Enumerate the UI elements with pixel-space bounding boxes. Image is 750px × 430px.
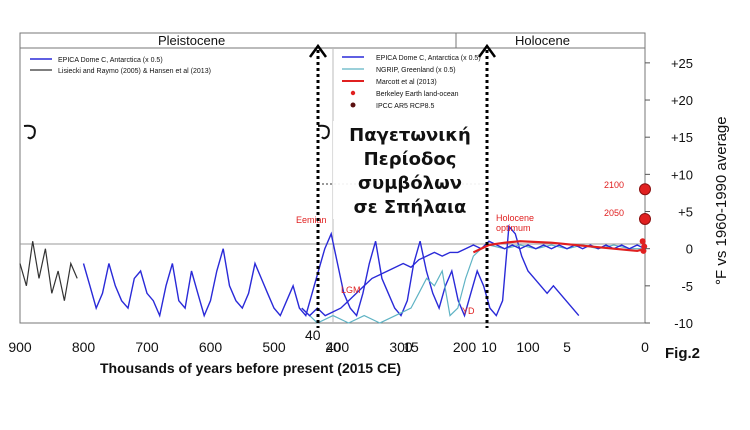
overlay-text-box bbox=[333, 121, 485, 219]
legend-right-dot-4 bbox=[350, 102, 356, 108]
x-tick-label: 300 bbox=[389, 339, 413, 355]
x-tick-label: 400 bbox=[326, 339, 350, 355]
era-label-holocene: Holocene bbox=[515, 33, 570, 48]
x-tick-label: 500 bbox=[262, 339, 286, 355]
y-tick-label: -5 bbox=[681, 279, 693, 294]
annotation-lgm: LGM bbox=[341, 285, 361, 295]
annotation-holocene-optimum: Holocene optimum bbox=[496, 213, 537, 233]
series-left-black bbox=[19, 241, 78, 301]
arrowhead-right bbox=[477, 43, 497, 58]
legend-right-dot-3 bbox=[350, 90, 356, 96]
annotation-yd: YD bbox=[462, 306, 475, 316]
x-tick-label: 900 bbox=[8, 339, 32, 355]
brace-mark-center bbox=[317, 124, 330, 140]
figure-label: Fig.2 bbox=[665, 345, 700, 362]
brace-mark-left bbox=[23, 124, 36, 140]
x-tick-label: 0 bbox=[641, 339, 649, 355]
x-tick-label: 5 bbox=[563, 339, 571, 355]
berkeley-points bbox=[639, 238, 648, 254]
x-axis-label: Thousands of years before present (2015 … bbox=[100, 360, 401, 376]
x-tick-label: 100 bbox=[516, 339, 540, 355]
berkeley-point bbox=[641, 243, 648, 250]
series-right-red bbox=[472, 240, 646, 254]
ipcc-label-2100: 2100 bbox=[604, 180, 624, 190]
legend-right-label-2: Marcott et al (2013) bbox=[376, 79, 437, 86]
ipcc-point bbox=[639, 183, 651, 196]
legend-left-label-1: Lisiecki and Raymo (2005) & Hansen et al… bbox=[58, 68, 211, 75]
x-tick-label: 800 bbox=[72, 339, 96, 355]
y-tick-label: +15 bbox=[671, 130, 693, 145]
y-tick-label: 0 bbox=[686, 242, 693, 257]
dotted-arrow-left bbox=[308, 43, 328, 328]
ipcc-points bbox=[639, 183, 651, 225]
tick-40: 40 bbox=[305, 327, 321, 343]
legend-right-label-3: Berkeley Earth land-ocean bbox=[376, 91, 459, 98]
annotation-holocene-word: Holocene bbox=[496, 213, 534, 223]
x-tick-label: 600 bbox=[199, 339, 223, 355]
annotation-optimum-word: optimum bbox=[496, 223, 531, 233]
x-ticks-right: 20 15 10 5 0 bbox=[325, 339, 649, 355]
x-tick-label: 20 bbox=[325, 339, 341, 355]
series-left-blue bbox=[82, 224, 580, 318]
legend-right-label-4: IPCC AR5 RCP8.5 bbox=[376, 103, 434, 110]
overlay-line-3: συμβόλων bbox=[358, 173, 462, 194]
legend-right-label-0: EPICA Dome C, Antarctica (x 0.5) bbox=[376, 55, 481, 62]
dotted-arrow-right bbox=[477, 43, 497, 328]
series-right-teal bbox=[301, 244, 645, 324]
y-tick-label: +25 bbox=[671, 56, 693, 71]
legend-right: EPICA Dome C, Antarctica (x 0.5) NGRIP, … bbox=[342, 55, 481, 110]
overlay-line-1: Παγετωνική bbox=[349, 125, 471, 146]
x-tick-label: 700 bbox=[135, 339, 159, 355]
overlay-line-2: Περίοδος bbox=[364, 149, 457, 170]
y-axis-label: °F vs 1960-1990 average bbox=[713, 116, 730, 285]
berkeley-point bbox=[639, 238, 646, 245]
y-tick-label: -10 bbox=[674, 316, 693, 331]
legend-right-label-1: NGRIP, Greenland (x 0.5) bbox=[376, 67, 456, 74]
y-tick-label: +5 bbox=[678, 205, 693, 220]
y-tick-label: +20 bbox=[671, 93, 693, 108]
era-label-pleistocene: Pleistocene bbox=[158, 33, 225, 48]
y-tick-label: +10 bbox=[671, 167, 693, 182]
x-tick-label: 10 bbox=[481, 339, 497, 355]
ipcc-label-2050: 2050 bbox=[604, 208, 624, 218]
legend-left: EPICA Dome C, Antarctica (x 0.5) Lisieck… bbox=[30, 57, 211, 75]
annotation-eemian: Eemian bbox=[296, 215, 327, 225]
x-tick-label: 200 bbox=[453, 339, 477, 355]
ipcc-point bbox=[639, 212, 651, 225]
x-tick-label: 15 bbox=[403, 339, 419, 355]
legend-left-label-0: EPICA Dome C, Antarctica (x 0.5) bbox=[58, 57, 163, 64]
arrowhead-left bbox=[308, 43, 328, 58]
berkeley-point bbox=[640, 247, 647, 254]
x-ticks-left: 900 800 700 600 500 400 300 200 100 bbox=[8, 339, 540, 355]
y-ticks: +25 +20 +15 +10 +5 0 -5 -10 bbox=[645, 56, 693, 331]
overlay-line-4: σε Σπήλαια bbox=[354, 197, 467, 218]
